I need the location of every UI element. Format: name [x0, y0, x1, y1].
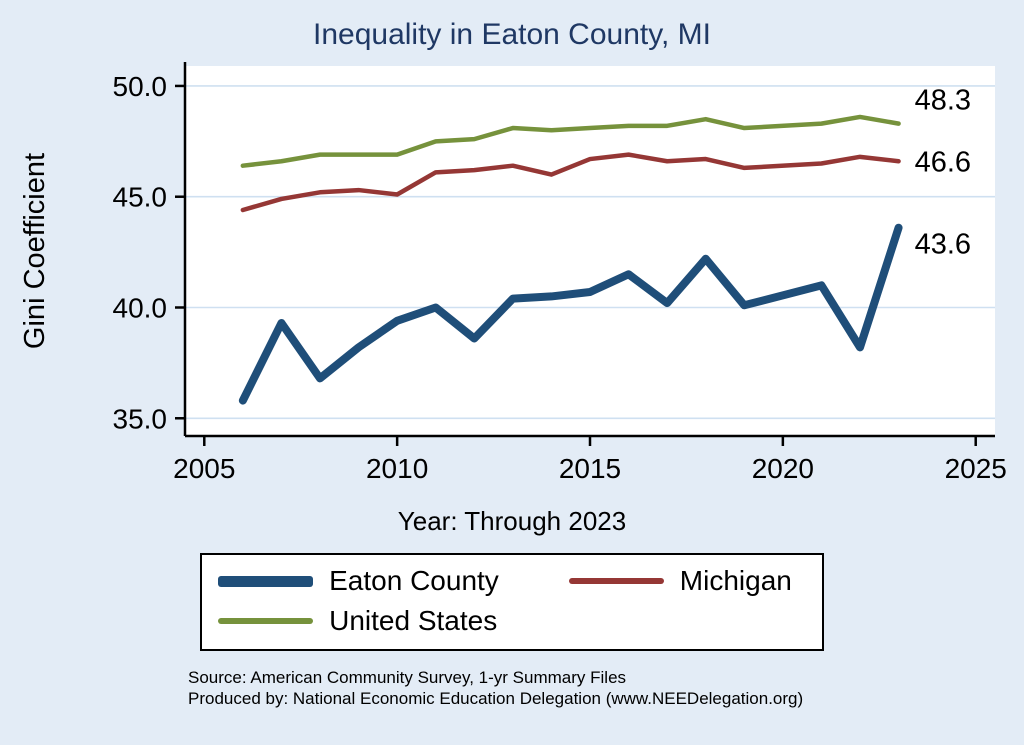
- footer: Source: American Community Survey, 1-yr …: [188, 667, 1024, 710]
- legend-swatch-eaton-county: [218, 575, 314, 587]
- legend: Eaton County Michigan United States: [200, 553, 824, 651]
- chart-title: Inequality in Eaton County, MI: [313, 18, 711, 51]
- series-line-united-states: [240, 114, 901, 168]
- legend-label-michigan: Michigan: [679, 565, 792, 596]
- footer-source-line: Source: American Community Survey, 1-yr …: [188, 668, 627, 687]
- footer-producer-line: Produced by: National Economic Education…: [188, 689, 804, 709]
- x-tick-label: 2015: [559, 453, 621, 484]
- y-axis-title: Gini Coefficient: [19, 153, 51, 349]
- series-line-michigan: [240, 152, 901, 213]
- end-label-michigan: 46.6: [915, 146, 971, 178]
- legend-swatch-michigan: [568, 578, 664, 584]
- x-tick-label: 2010: [366, 453, 428, 484]
- legend-label-eaton-county: Eaton County: [329, 565, 499, 596]
- y-tick-label: 35.0: [113, 403, 168, 434]
- legend-label-united-states: United States: [329, 605, 498, 636]
- end-label-eaton-county: 43.6: [915, 229, 971, 261]
- x-tick-label: 2020: [752, 453, 814, 484]
- legend-item-eaton-county: Eaton County: [218, 565, 499, 597]
- end-label-united-states: 48.3: [915, 85, 971, 117]
- series-line-eaton-county: [238, 223, 903, 405]
- legend-item-united-states: United States: [218, 605, 499, 637]
- x-tick-label: 2025: [945, 453, 1007, 484]
- y-tick-label: 50.0: [113, 71, 168, 102]
- x-tick-label: 2005: [173, 453, 235, 484]
- x-axis-title: Year: Through 2023: [397, 506, 627, 536]
- legend-swatch-united-states: [218, 618, 314, 624]
- y-tick-label: 40.0: [113, 292, 168, 323]
- legend-item-michigan: Michigan: [568, 565, 792, 597]
- y-tick-label: 45.0: [113, 182, 168, 213]
- line-chart: 35.0 40.0 45.0 50.0 2005 2010 2015 2020 2025 Gini…: [19, 62, 1007, 484]
